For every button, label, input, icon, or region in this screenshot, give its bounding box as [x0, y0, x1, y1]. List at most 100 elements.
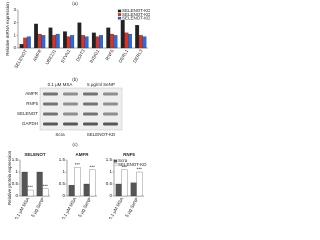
blot-band [103, 112, 118, 116]
blot-band [83, 122, 98, 126]
annotation: *** [28, 185, 34, 190]
bar [142, 36, 147, 49]
bar [89, 169, 96, 197]
blot-band [83, 112, 98, 116]
blot-band [43, 92, 58, 96]
legend-label: SELENOT-KD [122, 8, 150, 13]
blot-row-label: SELENOT [17, 111, 38, 116]
bar [77, 22, 82, 49]
y-tick-label: 1 [13, 33, 16, 38]
bar [124, 32, 129, 49]
y-tick-label: 1 [62, 169, 65, 174]
blot-band [83, 102, 98, 106]
bar [42, 188, 49, 197]
panel-label: (b) [72, 77, 78, 82]
x-tick-label: SELENOT [13, 48, 28, 69]
x-tick-label: 0.1 μM MSA [108, 197, 125, 219]
blot-band [103, 92, 118, 96]
x-tick-label: AMFR [32, 48, 43, 62]
y-tick-label: 0 [13, 45, 16, 50]
x-tick-label: 5 μg SeNP [124, 197, 139, 218]
panel-label: (c) [72, 142, 78, 147]
bar [36, 171, 43, 197]
bar [37, 33, 42, 49]
bar [121, 169, 128, 197]
blot-band [63, 102, 78, 106]
x-tick-label: 0.1 μM MSA [61, 197, 78, 219]
y-tick-label: 1.5 [12, 157, 19, 162]
legend-label: Scra [118, 158, 128, 163]
annotation: *** [122, 164, 128, 169]
blot-group: SELENOT-KD [87, 132, 116, 137]
bar [63, 31, 67, 49]
bar [34, 23, 38, 49]
annotation: *** [43, 183, 49, 188]
x-tick-label: 0.1 μM MSA [14, 197, 31, 219]
legend-swatch [113, 163, 118, 166]
bar [84, 36, 89, 49]
chart-title: RNF5 [123, 152, 135, 157]
x-tick-label: RNF5 [105, 48, 115, 61]
y-axis-label: Relative protein expression [7, 150, 12, 205]
chart-title: SELENOT [24, 152, 46, 157]
bar [19, 44, 24, 49]
bar [128, 33, 132, 49]
bar [27, 189, 34, 197]
blot-band [63, 92, 78, 96]
y-tick-label: 3 [13, 7, 16, 12]
y-tick-label: 0 [15, 193, 18, 198]
bar [95, 36, 100, 49]
bar [83, 183, 90, 197]
bar [91, 32, 96, 49]
bar [81, 35, 85, 49]
legend-swatch [117, 13, 122, 16]
y-tick-label: 1 [109, 169, 112, 174]
y-tick-label: 2 [13, 20, 16, 25]
blot-row-label: RNF5 [26, 101, 38, 106]
y-axis-label: Relative mRNA expression [5, 2, 10, 56]
y-tick-label: 0.5 [106, 181, 113, 186]
annotation: *** [137, 167, 143, 172]
bar [52, 35, 57, 49]
x-tick-label: SYVN1 [60, 48, 72, 64]
annotation: *** [90, 164, 96, 169]
legend-swatch [117, 9, 122, 13]
bar [55, 33, 60, 49]
x-tick-label: 5 μg SeNP [30, 197, 45, 218]
bar [41, 35, 46, 49]
blot-row-label: GAPDH [22, 121, 38, 126]
bar [23, 37, 28, 49]
bar [120, 20, 125, 49]
bar [113, 35, 118, 49]
chart-title: AMFR [76, 152, 90, 157]
y-tick-label: 1 [15, 169, 18, 174]
y-tick-label: 1.5 [59, 157, 66, 162]
bar [130, 182, 137, 197]
bar [68, 185, 75, 197]
blot-band [63, 112, 78, 116]
x-tick-label: DERL3 [132, 48, 144, 63]
bar [74, 167, 81, 197]
blot-band [43, 112, 58, 116]
blot-band [63, 122, 78, 126]
y-tick-label: 0 [109, 193, 112, 198]
blot-group: Scra [55, 132, 65, 137]
bar [138, 35, 143, 49]
legend-swatch [113, 159, 118, 163]
bar [70, 35, 75, 49]
blot-band [103, 102, 118, 106]
legend-label: SELENOT-KD+ 5 μg SeNP [122, 15, 150, 20]
y-tick-label: 0 [62, 193, 65, 198]
y-tick-label: 1.5 [106, 157, 113, 162]
legend-label: SELENOT-KD [118, 162, 147, 167]
legend-swatch [117, 16, 122, 20]
bar [135, 25, 140, 49]
blot-band [83, 92, 98, 96]
annotation: *** [75, 162, 81, 167]
bar [99, 35, 103, 49]
bar [66, 36, 71, 49]
bar [106, 27, 111, 49]
x-tick-label: UBE2J1 [44, 48, 57, 65]
blot-band [43, 122, 58, 126]
